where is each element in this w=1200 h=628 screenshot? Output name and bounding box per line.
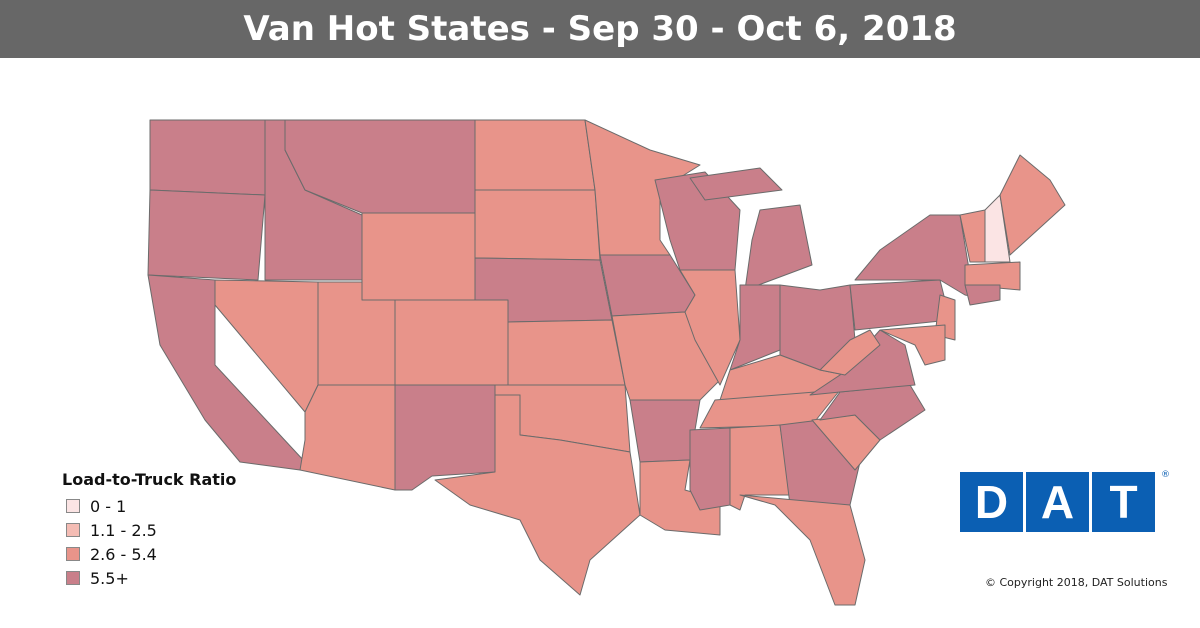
legend-label: 0 - 1 (90, 496, 127, 516)
registered-mark: ® (1161, 470, 1170, 480)
state (361, 212, 476, 301)
state (809, 329, 916, 396)
legend-swatch (66, 499, 80, 513)
title: Van Hot States - Sep 30 - Oct 6, 2018 (0, 0, 1200, 58)
legend-swatch (66, 547, 80, 561)
legend-title: Load-to-Truck Ratio (62, 470, 237, 489)
legend-label: 2.6 - 5.4 (90, 544, 157, 564)
legend-item: 1.1 - 2.5 (62, 518, 236, 542)
state (819, 329, 881, 376)
legend-label: 1.1 - 2.5 (90, 520, 157, 540)
state (474, 189, 601, 261)
state (739, 494, 866, 606)
state (744, 204, 813, 291)
state (984, 194, 1011, 263)
legend-item: 0 - 1 (62, 494, 236, 518)
state (964, 284, 1001, 306)
state (639, 459, 721, 536)
legend-swatch (66, 523, 80, 537)
state (394, 299, 509, 386)
legend: Load-to-Truck Ratio 0 - 1 1.1 - 2.5 2.6 - … (62, 470, 236, 590)
state (879, 324, 946, 366)
state (729, 284, 781, 371)
legend-swatch (66, 571, 80, 585)
legend-items: 0 - 1 1.1 - 2.5 2.6 - 5.4 5.5+ (62, 494, 236, 590)
state (689, 427, 731, 511)
logo-letter: D (960, 472, 1023, 532)
state (299, 384, 396, 491)
legend-item: 2.6 - 5.4 (62, 542, 236, 566)
state (849, 279, 951, 331)
logo-letter: T (1092, 472, 1155, 532)
state (999, 154, 1066, 256)
logo-letter: A (1026, 472, 1089, 532)
state (584, 119, 701, 256)
legend-label: 5.5+ (90, 568, 129, 588)
state (689, 167, 783, 201)
legend-item: 5.5+ (62, 566, 236, 590)
state (507, 319, 626, 386)
state (474, 119, 596, 191)
state (434, 394, 641, 596)
state (147, 189, 266, 281)
copyright: © Copyright 2018, DAT Solutions (985, 576, 1168, 589)
state (149, 119, 266, 196)
state (679, 269, 741, 386)
state (964, 261, 1021, 291)
